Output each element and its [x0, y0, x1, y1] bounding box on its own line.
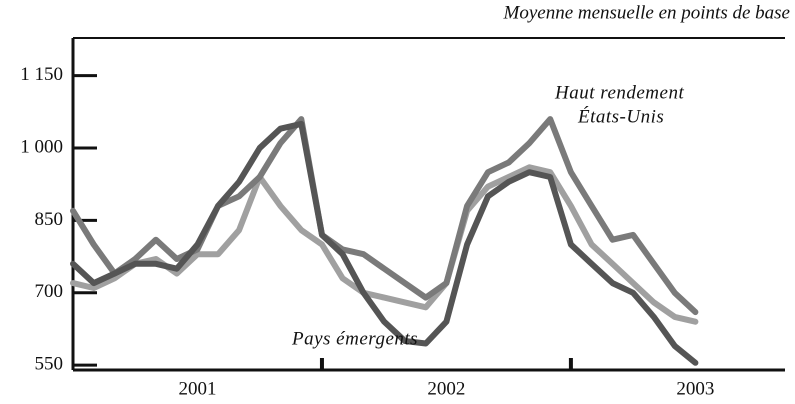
chart-subtitle: Moyenne mensuelle en points de base [503, 2, 791, 23]
y-tick-label: 850 [35, 209, 64, 230]
x-tick-label: 2003 [676, 378, 714, 399]
series-line [70, 120, 699, 366]
x-tick-label: 2001 [178, 378, 216, 399]
series-line [70, 116, 699, 316]
annotation: Haut rendement [554, 82, 684, 103]
series-line [70, 164, 699, 325]
y-tick-label: 1 000 [20, 136, 63, 157]
annotation: Pays émergents [291, 328, 418, 349]
x-tick-label: 2002 [427, 378, 465, 399]
y-tick-label: 700 [35, 281, 64, 302]
annotation: États-Unis [577, 105, 664, 127]
y-tick-label: 1 150 [20, 64, 63, 85]
y-tick-label: 550 [35, 354, 64, 375]
